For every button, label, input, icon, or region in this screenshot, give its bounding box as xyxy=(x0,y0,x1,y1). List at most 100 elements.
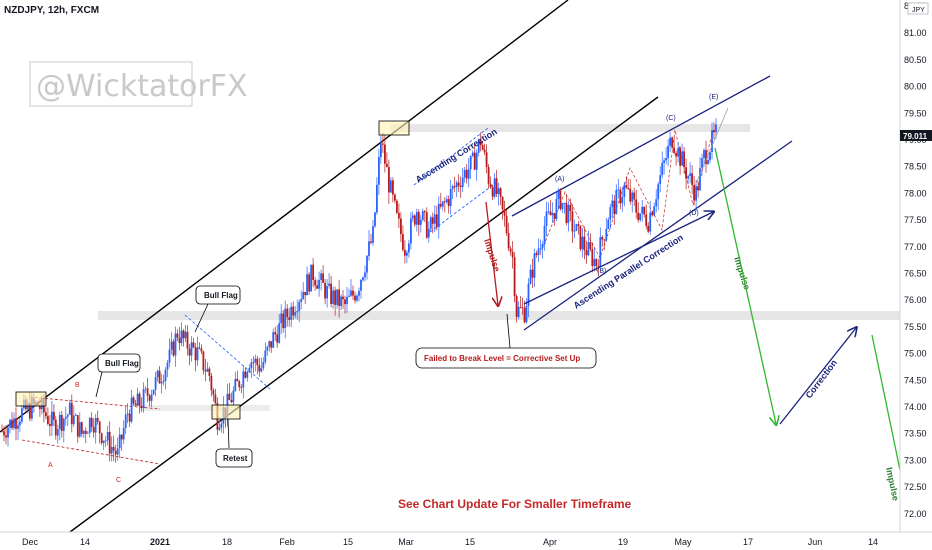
candle xyxy=(324,279,326,305)
candle xyxy=(605,217,608,242)
candle xyxy=(617,178,620,199)
candle xyxy=(348,288,350,298)
candle xyxy=(274,327,277,341)
y-tick-label: 76.00 xyxy=(904,295,927,305)
x-tick-label: 14 xyxy=(868,537,878,547)
candle xyxy=(232,386,235,406)
callout-retest: Retest xyxy=(215,418,253,468)
candle xyxy=(338,279,340,318)
candle xyxy=(499,187,502,206)
candle xyxy=(298,299,301,323)
parallel-correction-arrow xyxy=(523,212,713,305)
highlight-box-retest xyxy=(211,404,241,420)
candle xyxy=(651,210,654,217)
candle xyxy=(11,411,13,430)
candle xyxy=(326,279,328,308)
candle xyxy=(455,180,458,198)
candle xyxy=(360,278,362,299)
currency-tag: JPY xyxy=(912,7,925,14)
candle xyxy=(378,148,380,195)
candle xyxy=(501,196,504,220)
candle xyxy=(413,214,416,227)
candle xyxy=(194,343,197,372)
candle xyxy=(697,180,699,198)
candle xyxy=(68,399,71,415)
candle xyxy=(390,177,392,194)
candle xyxy=(192,337,195,349)
y-tick-label: 78.50 xyxy=(904,162,927,172)
candle xyxy=(709,150,711,164)
candle xyxy=(290,302,293,328)
candle xyxy=(561,202,564,213)
candle xyxy=(388,159,390,204)
wave-label-C: (C) xyxy=(666,115,676,122)
candle xyxy=(711,122,713,160)
y-tick-label: 77.50 xyxy=(904,215,927,225)
candle xyxy=(374,211,376,228)
candle xyxy=(689,162,691,184)
candle xyxy=(62,417,65,443)
candle xyxy=(82,430,85,438)
candle xyxy=(386,152,388,168)
candle xyxy=(366,255,368,280)
candle xyxy=(84,427,87,444)
candle xyxy=(555,191,558,222)
correction-dash-lower xyxy=(429,181,498,233)
candle xyxy=(713,122,715,139)
y-tick-label: 75.00 xyxy=(904,349,927,359)
candle xyxy=(513,252,516,303)
candle xyxy=(619,186,622,210)
candle xyxy=(433,205,436,232)
candle xyxy=(284,300,287,339)
candle xyxy=(72,405,75,427)
candle xyxy=(410,212,412,250)
candle xyxy=(288,307,291,327)
candle xyxy=(104,436,107,447)
bull-flag-1-text: Bull Flag xyxy=(105,359,139,368)
candle xyxy=(314,277,316,291)
candle xyxy=(344,295,346,314)
candle xyxy=(332,286,334,309)
candle xyxy=(437,196,440,239)
candle xyxy=(563,202,566,214)
candle xyxy=(286,304,289,327)
candle xyxy=(687,174,689,185)
candle xyxy=(649,201,652,235)
candle xyxy=(158,366,161,384)
x-tick-label: Jun xyxy=(808,537,823,547)
candle xyxy=(423,210,426,222)
candle xyxy=(200,344,203,355)
candle xyxy=(435,205,438,231)
x-tick-label: 15 xyxy=(343,537,353,547)
candle xyxy=(148,393,151,407)
candle xyxy=(406,250,408,263)
candle xyxy=(565,195,568,226)
candle xyxy=(238,379,241,392)
candle xyxy=(138,391,141,414)
candle xyxy=(178,326,181,351)
candle xyxy=(66,413,69,426)
candle xyxy=(172,339,175,358)
candle xyxy=(58,411,61,441)
candle xyxy=(184,324,187,343)
candle xyxy=(182,329,185,347)
retest-text: Retest xyxy=(223,454,248,463)
candle xyxy=(627,178,630,191)
candle xyxy=(306,266,308,296)
candle xyxy=(639,213,642,222)
candle xyxy=(457,174,460,192)
candle xyxy=(190,336,193,362)
candle xyxy=(396,199,398,215)
candle xyxy=(439,192,442,209)
candle xyxy=(156,369,159,382)
x-tick-label: Apr xyxy=(543,537,557,547)
candle xyxy=(316,279,318,289)
channel-lower-line xyxy=(69,96,659,533)
y-tick-label: 73.00 xyxy=(904,455,927,465)
resistance-zone xyxy=(390,124,750,132)
candle xyxy=(368,230,370,261)
candle xyxy=(174,326,177,367)
candle xyxy=(296,299,299,320)
candle xyxy=(503,200,506,227)
candle xyxy=(356,293,358,303)
